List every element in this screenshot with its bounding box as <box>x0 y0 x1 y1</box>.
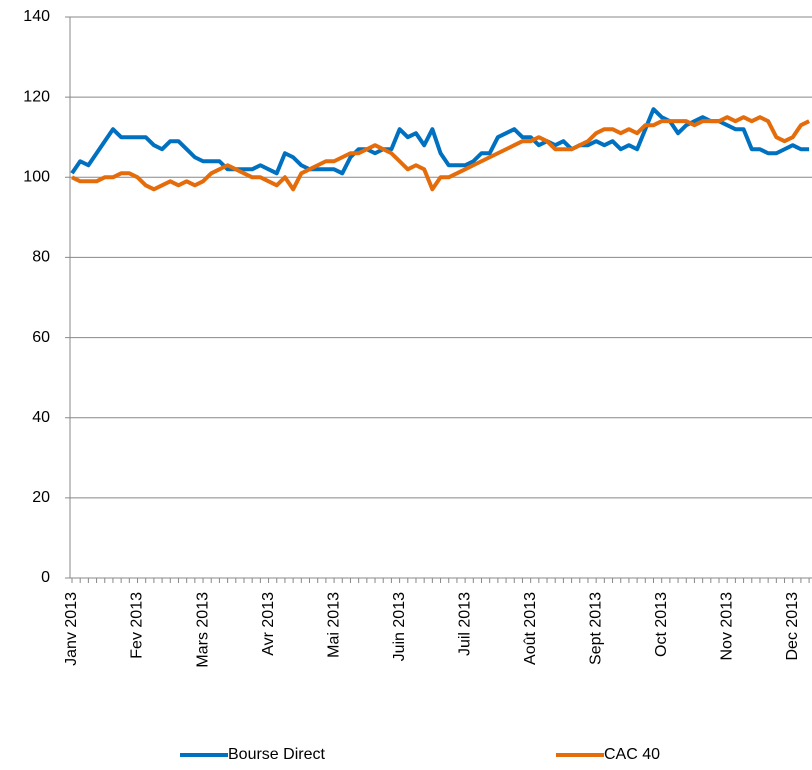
y-tick-label: 140 <box>23 8 50 25</box>
y-tick-label: 60 <box>32 329 50 346</box>
x-tick-label: Janv 2013 <box>63 592 80 666</box>
series-line <box>71 115 810 192</box>
y-tick-label: 20 <box>32 489 50 506</box>
x-tick-label: Sept 2013 <box>587 592 604 665</box>
x-tick-label: Juil 2013 <box>456 592 473 656</box>
y-tick-label: 0 <box>41 569 50 586</box>
legend-label: Bourse Direct <box>228 746 325 763</box>
x-tick-label: Oct 2013 <box>653 592 670 657</box>
series-line <box>70 107 810 176</box>
y-tick-label: 80 <box>32 249 50 266</box>
y-tick-label: 100 <box>23 169 50 186</box>
x-tick-label: Dec 2013 <box>784 592 801 661</box>
y-tick-label: 120 <box>23 88 50 105</box>
x-tick-label: Fev 2013 <box>129 592 146 659</box>
x-tick-label: Mars 2013 <box>194 592 211 668</box>
x-tick-label: Nov 2013 <box>718 592 735 661</box>
y-tick-label: 40 <box>32 409 50 426</box>
x-tick-label: Mai 2013 <box>325 592 342 658</box>
x-tick-label: Juin 2013 <box>391 592 408 661</box>
legend-label: CAC 40 <box>604 746 660 763</box>
x-tick-label: Avr 2013 <box>260 592 277 656</box>
x-tick-label: Août 2013 <box>522 592 539 665</box>
